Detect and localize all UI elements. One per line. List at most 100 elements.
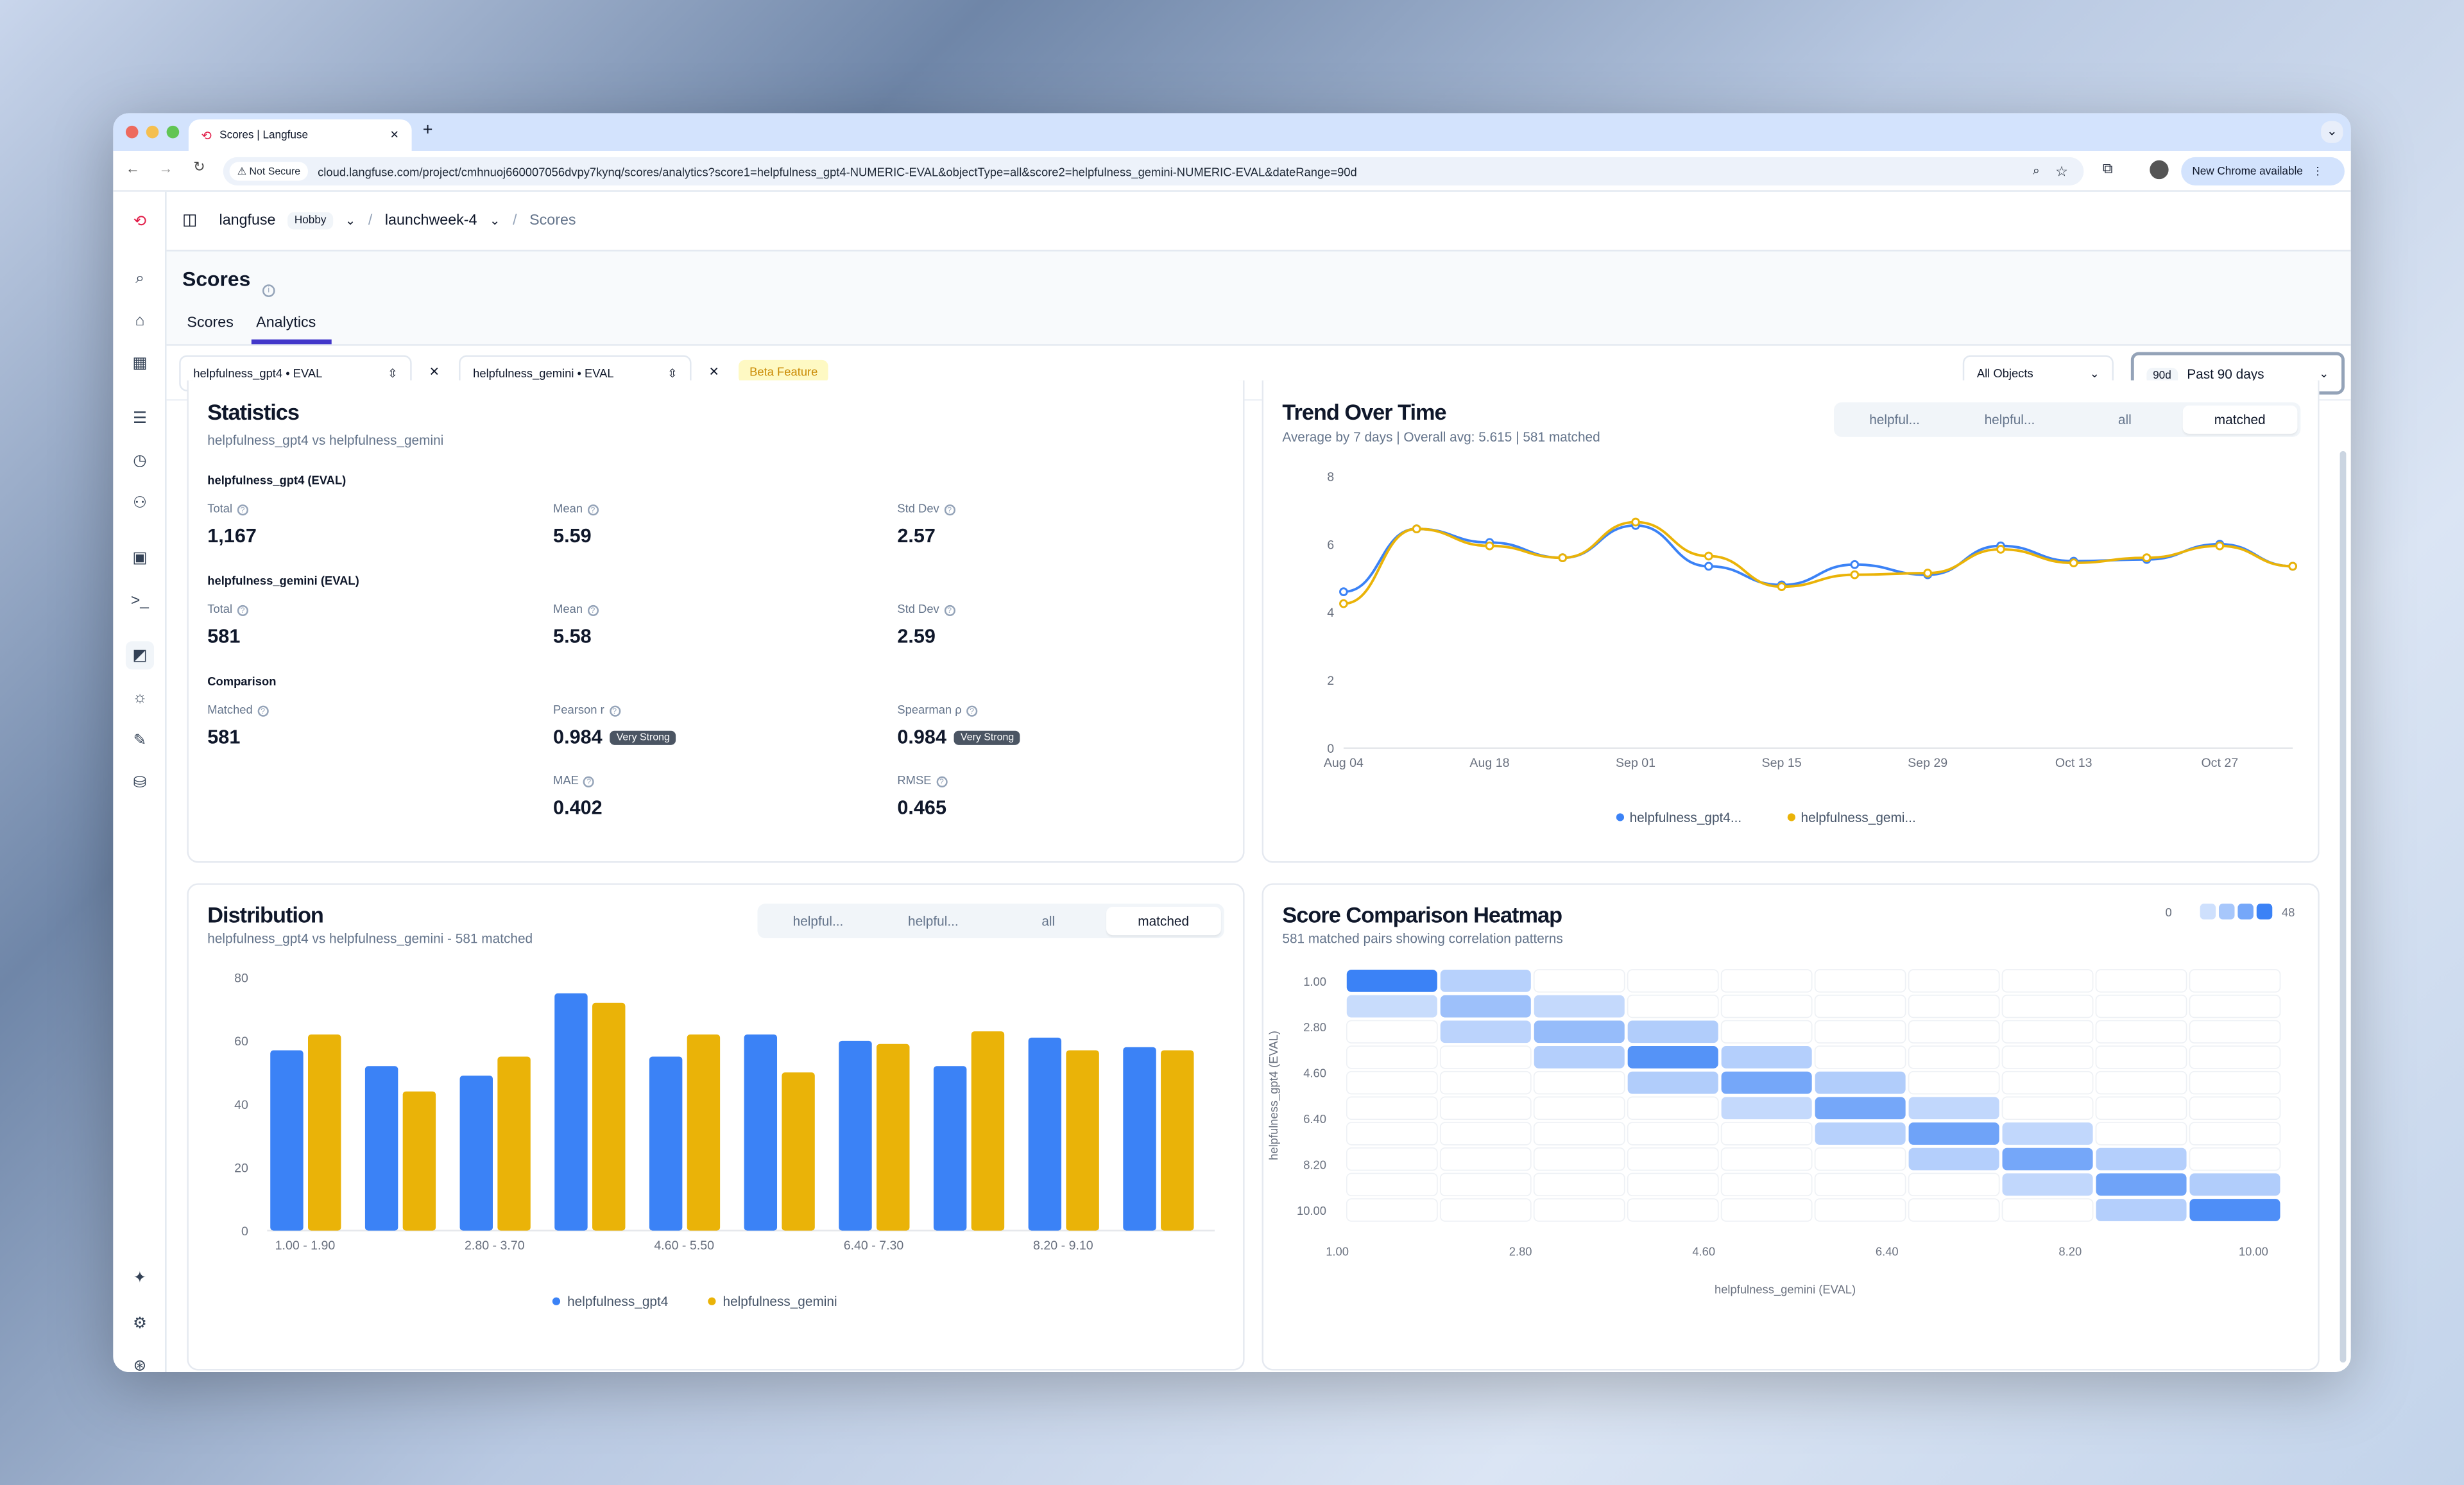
bar-gpt4 bbox=[839, 1040, 872, 1231]
evaluation-lightbulb-icon[interactable]: ☼ bbox=[132, 689, 148, 707]
zoom-icon[interactable]: ⌕ bbox=[2032, 163, 2040, 178]
mae-label: MAE bbox=[553, 773, 579, 787]
help-icon[interactable]: ? bbox=[609, 705, 620, 717]
heatmap-cell bbox=[1627, 1096, 1719, 1120]
org-chevron-down-icon[interactable]: ⌄ bbox=[345, 214, 356, 228]
help-icon[interactable]: ? bbox=[237, 504, 248, 516]
heatmap-cell bbox=[1720, 969, 1813, 993]
heatmap-cell bbox=[1908, 1070, 2000, 1095]
score2-heading: helpfulness_gemini (EVAL) bbox=[207, 573, 359, 588]
new-tab-icon[interactable]: + bbox=[422, 121, 433, 140]
help-icon[interactable]: ? bbox=[966, 705, 978, 717]
heatmap-cell bbox=[1814, 969, 1906, 993]
y-tick-label: 6 bbox=[1327, 538, 1334, 552]
extensions-icon[interactable]: ⧉ bbox=[2102, 160, 2113, 176]
toggle-matched[interactable]: matched bbox=[1106, 907, 1221, 936]
support-lifebuoy-icon[interactable]: ⊛ bbox=[133, 1357, 147, 1372]
data-point bbox=[1704, 551, 1713, 561]
search-icon[interactable]: ⌕ bbox=[135, 270, 144, 287]
langfuse-logo-icon[interactable]: ⟲ bbox=[133, 212, 147, 230]
updown-chevron-icon: ⇳ bbox=[667, 366, 678, 381]
close-tab-icon[interactable]: ✕ bbox=[389, 130, 400, 142]
maximize-window-button[interactable] bbox=[166, 125, 180, 139]
x-tick-label: 10.00 bbox=[2239, 1245, 2268, 1258]
y-tick-label: 4 bbox=[1327, 606, 1334, 620]
help-icon[interactable]: ? bbox=[944, 504, 955, 516]
breadcrumb-org[interactable]: langfuse bbox=[219, 212, 276, 230]
clear-score1-icon[interactable]: ✕ bbox=[429, 365, 440, 379]
forward-icon[interactable]: → bbox=[158, 160, 173, 176]
back-icon[interactable]: ← bbox=[125, 160, 140, 176]
statistics-panel: Statistics helpfulness_gpt4 vs helpfulne… bbox=[187, 380, 1245, 863]
data-point bbox=[1339, 587, 1348, 596]
update-chrome-button[interactable]: New Chrome available ⋮ bbox=[2181, 157, 2345, 185]
help-icon[interactable]: ? bbox=[587, 504, 599, 516]
tab-search-chevron-icon[interactable]: ⌄ bbox=[2321, 121, 2343, 143]
x-tick-label: Oct 27 bbox=[2201, 756, 2238, 770]
tab-analytics[interactable]: Analytics bbox=[256, 314, 316, 332]
x-tick-label: 8.20 - 9.10 bbox=[1033, 1239, 1093, 1253]
browser-tab[interactable]: ⟲ Scores | Langfuse ✕ bbox=[188, 119, 412, 151]
heatmap-cell bbox=[1533, 969, 1625, 993]
heatmap-cell bbox=[1439, 1147, 1532, 1171]
heatmap-cell bbox=[1533, 1070, 1625, 1095]
heatmap-cell bbox=[2189, 994, 2281, 1018]
help-icon[interactable]: ? bbox=[237, 605, 248, 617]
dashboard-icon[interactable]: ▦ bbox=[132, 354, 148, 372]
prompts-icon[interactable]: ▣ bbox=[132, 549, 148, 567]
heatmap-cell bbox=[1533, 1122, 1625, 1146]
settings-gear-icon[interactable]: ⚙ bbox=[132, 1314, 147, 1332]
heatmap-cell bbox=[1908, 1147, 1999, 1171]
sidebar-toggle-icon[interactable]: ◫ bbox=[182, 212, 198, 230]
score2-value: helpfulness_gemini • EVAL bbox=[473, 366, 614, 381]
users-icon[interactable]: ⚇ bbox=[132, 494, 147, 512]
close-window-button[interactable] bbox=[125, 125, 139, 139]
toggle-score2[interactable]: helpful... bbox=[908, 913, 959, 929]
bookmark-star-icon[interactable]: ☆ bbox=[2055, 162, 2068, 178]
help-icon[interactable]: ? bbox=[257, 705, 269, 717]
url-bar[interactable]: ⚠ Not Secure cloud.langfuse.com/project/… bbox=[223, 157, 2084, 185]
bar-gpt4 bbox=[1123, 1047, 1156, 1231]
toggle-score1[interactable]: helpful... bbox=[792, 913, 844, 929]
help-icon[interactable]: ? bbox=[583, 776, 595, 787]
heatmap-cell bbox=[2095, 1020, 2187, 1044]
heatmap-cell bbox=[2001, 1198, 2094, 1222]
heatmap-cell bbox=[1534, 1020, 1625, 1043]
heatmap-cell bbox=[1440, 995, 1531, 1018]
toggle-all[interactable]: all bbox=[2118, 411, 2132, 428]
sessions-clock-icon[interactable]: ◷ bbox=[133, 452, 147, 470]
datasets-database-icon[interactable]: ⛁ bbox=[133, 774, 147, 792]
object-type-value: All Objects bbox=[1976, 366, 2033, 381]
page-scrollbar[interactable] bbox=[2340, 451, 2347, 1363]
heatmap-cell bbox=[1439, 1070, 1532, 1095]
toggle-score2[interactable]: helpful... bbox=[1984, 411, 2035, 428]
y-tick-label: 8.20 bbox=[1303, 1158, 1326, 1171]
menu-kebab-icon[interactable]: ⋮ bbox=[2312, 166, 2323, 178]
scores-icon[interactable]: ◩ bbox=[125, 641, 155, 670]
help-icon[interactable]: ? bbox=[936, 776, 947, 787]
sparkle-icon[interactable]: ✦ bbox=[133, 1269, 147, 1287]
legend-max-label: 48 bbox=[2282, 906, 2295, 919]
clear-score2-icon[interactable]: ✕ bbox=[708, 365, 719, 379]
info-icon[interactable]: i bbox=[258, 272, 275, 300]
home-icon[interactable]: ⌂ bbox=[135, 312, 145, 330]
toggle-matched[interactable]: matched bbox=[2182, 405, 2298, 434]
tab-title: Scores | Langfuse bbox=[219, 130, 309, 141]
toggle-all[interactable]: all bbox=[1041, 913, 1056, 929]
breadcrumb-project[interactable]: launchweek-4 bbox=[384, 212, 477, 230]
tab-scores[interactable]: Scores bbox=[187, 314, 234, 332]
data-point bbox=[1777, 582, 1786, 592]
help-icon[interactable]: ? bbox=[944, 605, 955, 617]
x-tick-label: 6.40 bbox=[1876, 1245, 1899, 1258]
annotation-icon[interactable]: ✎ bbox=[133, 732, 147, 749]
playground-terminal-icon[interactable]: >_ bbox=[130, 592, 149, 609]
minimize-window-button[interactable] bbox=[146, 125, 159, 139]
security-indicator[interactable]: ⚠ Not Secure bbox=[229, 162, 309, 181]
help-icon[interactable]: ? bbox=[587, 605, 599, 617]
reload-icon[interactable]: ↻ bbox=[193, 159, 205, 175]
toggle-score1[interactable]: helpful... bbox=[1869, 411, 1920, 428]
heatmap-cell bbox=[1814, 1020, 1906, 1044]
project-chevron-down-icon[interactable]: ⌄ bbox=[490, 214, 501, 228]
profile-avatar[interactable] bbox=[2150, 160, 2169, 180]
tracing-icon[interactable]: ☰ bbox=[132, 409, 147, 427]
